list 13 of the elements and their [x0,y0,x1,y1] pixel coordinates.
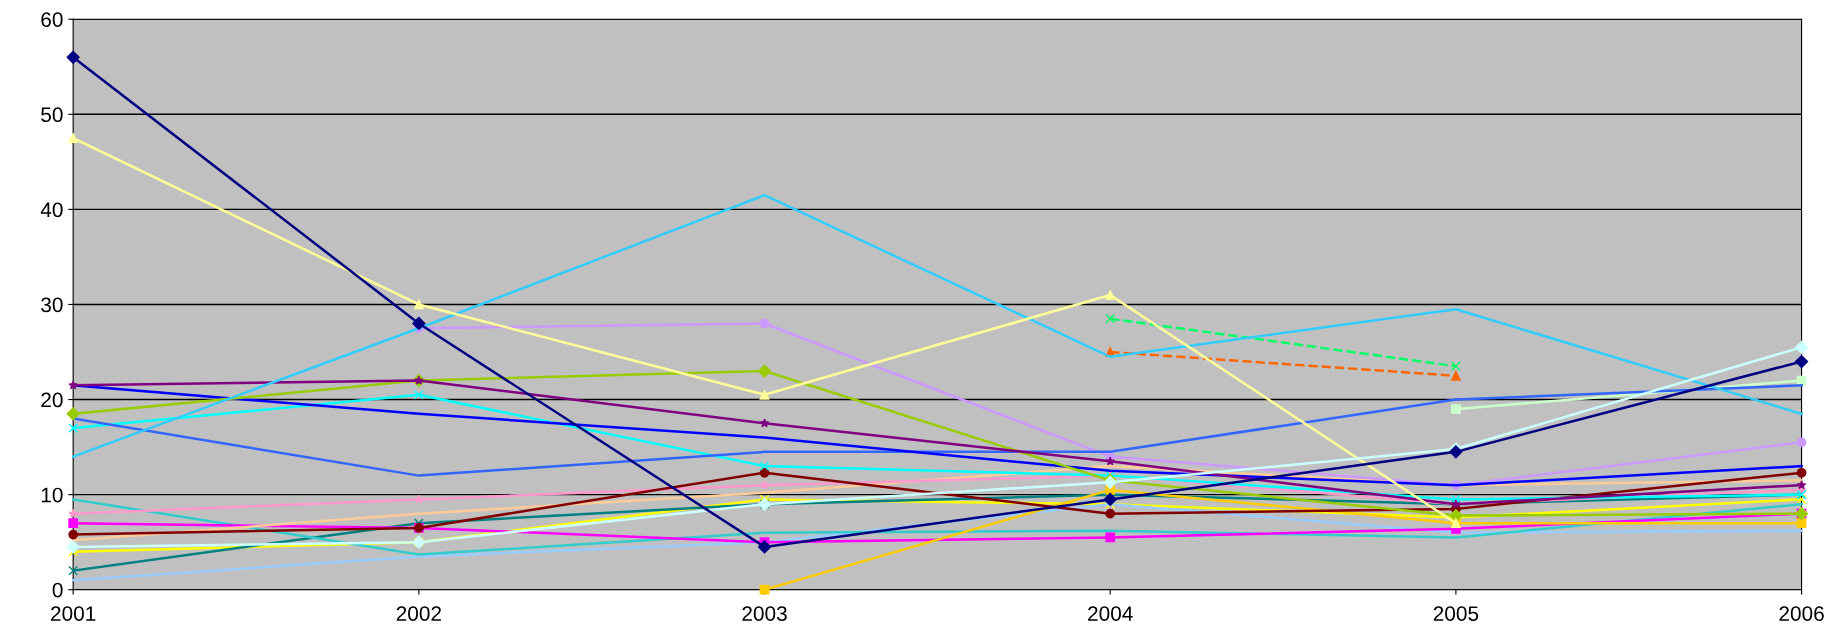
x-tick-label: 2005 [1433,606,1479,621]
y-tick-label: 10 [41,487,63,503]
x-tick-label: 2001 [51,606,96,621]
x-tick-label: 2006 [1779,606,1824,621]
y-tick-label: 0 [52,582,63,598]
y-tick-label: 30 [41,297,63,313]
x-tick-label: 2003 [742,606,787,621]
x-tick-label: 2002 [396,606,441,621]
x-tick-label: 2004 [1088,606,1133,621]
y-tick-label: 60 [41,12,63,27]
y-tick-label: 50 [41,107,63,123]
y-tick-label: 20 [41,392,63,408]
y-tick-label: 40 [40,202,63,218]
